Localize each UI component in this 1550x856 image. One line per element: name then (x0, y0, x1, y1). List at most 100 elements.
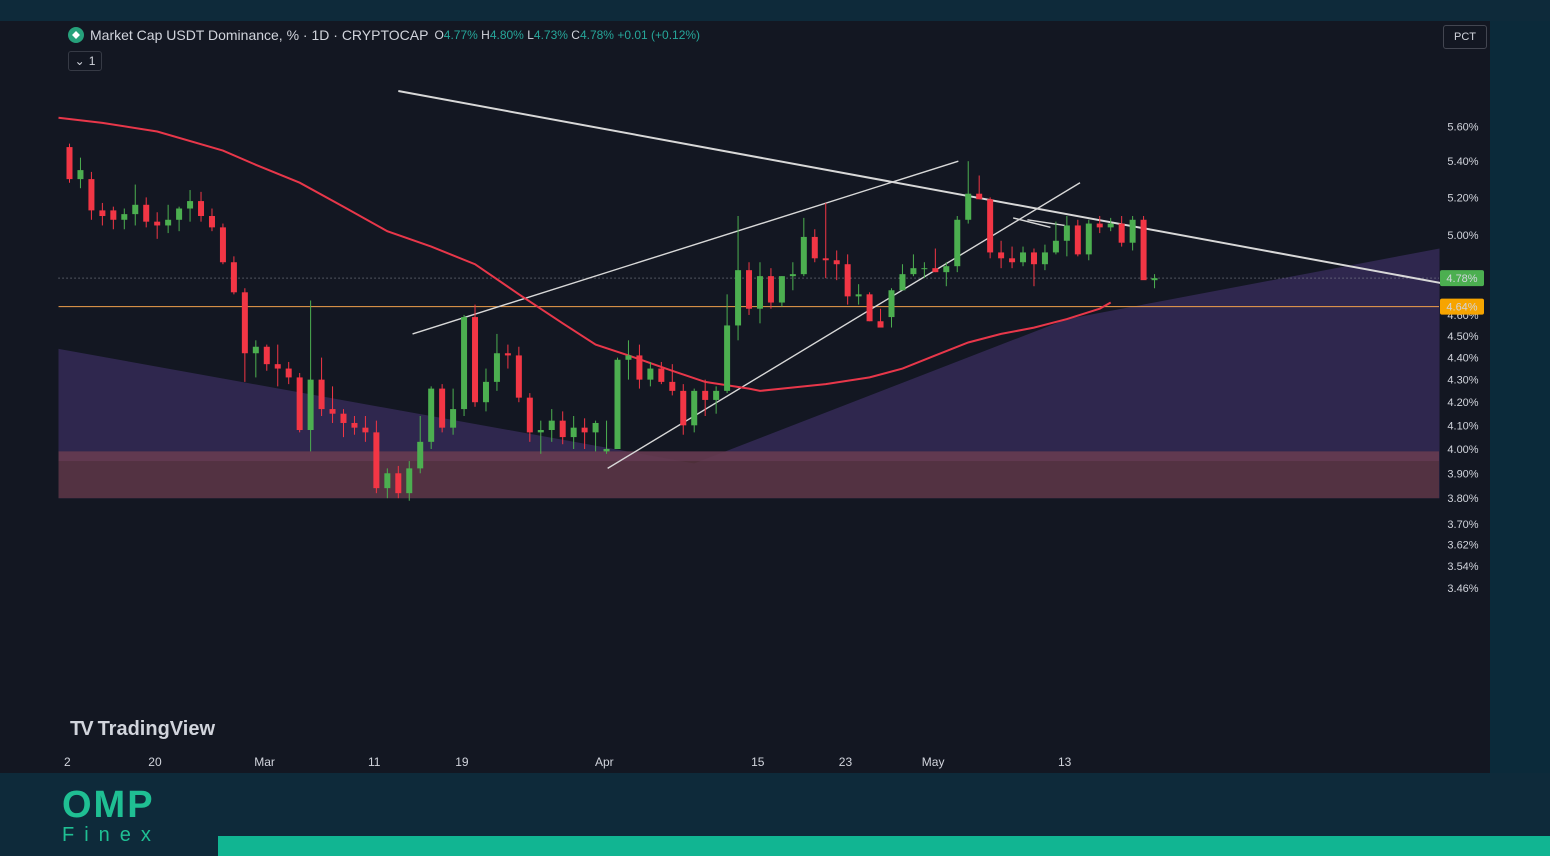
y-tick-label: 3.80% (1447, 493, 1478, 505)
y-tick-label: 5.40% (1447, 156, 1478, 168)
candle-body (176, 208, 183, 220)
y-tick-label: 4.30% (1447, 375, 1478, 387)
candle-body (329, 409, 336, 414)
symbol-title: Market Cap USDT Dominance, % · 1D · CRYP… (90, 27, 429, 43)
candle-body (811, 236, 818, 259)
candle-body (1140, 219, 1147, 281)
candle-body (833, 260, 840, 265)
x-tick-label: 15 (751, 755, 765, 769)
candle-body (66, 147, 73, 180)
candle-body (285, 368, 292, 378)
candle-body (1041, 252, 1048, 265)
open-label: O (434, 28, 444, 42)
x-tick-label: 13 (1058, 755, 1072, 769)
candle-body (373, 432, 380, 489)
candle-body (384, 473, 391, 489)
chart-panel[interactable]: 5.60%5.40%5.20%5.00%4.80%4.60%4.50%4.40%… (0, 21, 1490, 773)
high-value: 4.80% (489, 28, 524, 42)
candle-body (1063, 225, 1070, 241)
price-chart[interactable]: 5.60%5.40%5.20%5.00%4.80%4.60%4.50%4.40%… (0, 21, 1490, 773)
candle-body (472, 317, 479, 403)
candle-body (559, 420, 566, 438)
candle-body (932, 268, 939, 273)
y-tick-label: 3.54% (1447, 561, 1478, 573)
x-tick-label: 19 (455, 755, 469, 769)
candle-body (1020, 252, 1027, 263)
candle-body (1009, 258, 1016, 263)
candle-body (274, 364, 281, 369)
short-line-b (1027, 219, 1065, 227)
candle-body (570, 427, 577, 438)
candle-body (537, 430, 544, 433)
low-value: 4.73% (533, 28, 568, 42)
candle-body (581, 427, 588, 433)
candle-body (362, 427, 369, 433)
candle-body (767, 276, 774, 303)
candle-body (252, 346, 259, 354)
candle-body (88, 179, 95, 211)
last-price-badge-bg (1440, 270, 1484, 287)
ohlc-values: O4.77% H4.80% L4.73% C4.78% +0.01 (+0.12… (434, 28, 700, 42)
candle-body (603, 449, 610, 452)
candle-body (877, 321, 884, 328)
indicators-toggle-button[interactable]: ⌄ 1 (68, 51, 102, 71)
candle-body (548, 420, 555, 431)
candle-body (450, 409, 457, 428)
candle-body (417, 441, 424, 469)
channel-lower-line (607, 182, 1081, 469)
tether-icon (68, 27, 84, 43)
candle-body (526, 397, 533, 433)
y-tick-label: 3.62% (1447, 540, 1478, 552)
candle-body (647, 368, 654, 380)
candle-body (1085, 223, 1092, 255)
close-value: 4.78% (579, 28, 614, 42)
candle-body (669, 381, 676, 391)
x-tick-label: Mar (254, 755, 275, 769)
candle-body (241, 292, 248, 354)
candle-body (1129, 219, 1136, 243)
candle-body (691, 390, 698, 426)
candle-body (943, 266, 950, 273)
x-tick-label: May (922, 755, 945, 769)
candle-body (800, 236, 807, 275)
x-tick-label: 11 (368, 755, 381, 769)
candle-body (636, 355, 643, 380)
candle-body (99, 210, 106, 217)
candle-body (735, 270, 742, 326)
candle-body (910, 268, 917, 275)
candle-body (1052, 240, 1059, 253)
candle-body (154, 221, 161, 226)
candle-body (187, 201, 194, 209)
candle-body (482, 381, 489, 403)
top-band (0, 0, 1550, 21)
candle-body (844, 264, 851, 297)
scale-mode-button[interactable]: PCT (1443, 25, 1487, 49)
candle-body (515, 355, 522, 398)
candle-body (954, 219, 961, 267)
candle-body (406, 468, 413, 494)
candle-body (822, 258, 829, 261)
tradingview-logo[interactable]: TV TradingView (70, 718, 215, 741)
short-line-a (1012, 217, 1051, 229)
candle-body (702, 390, 709, 400)
candle-body (219, 227, 226, 263)
y-tick-label: 5.00% (1447, 230, 1478, 242)
y-tick-label: 3.70% (1447, 519, 1478, 531)
candle-body (395, 473, 402, 494)
candle-body (625, 355, 632, 360)
chevron-down-icon: ⌄ (74, 54, 85, 68)
level-price-badge-bg (1440, 298, 1484, 315)
tradingview-mark-icon: TV (70, 718, 94, 740)
symbol-legend[interactable]: Market Cap USDT Dominance, % · 1D · CRYP… (68, 27, 700, 43)
candle-body (921, 268, 928, 270)
candle-body (461, 317, 468, 410)
indicator-count: 1 (88, 54, 96, 68)
candle-body (263, 346, 270, 365)
candle-body (296, 377, 303, 431)
candle-body (658, 368, 665, 382)
y-tick-label: 4.10% (1447, 420, 1478, 432)
candle-body (493, 353, 500, 382)
candle-body (965, 193, 972, 220)
candle-body (888, 290, 895, 318)
candle-body (132, 204, 139, 215)
